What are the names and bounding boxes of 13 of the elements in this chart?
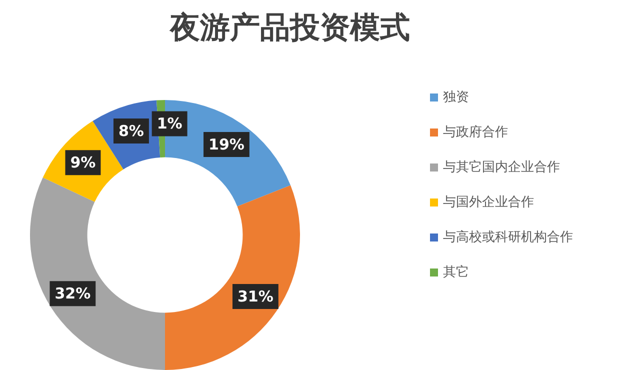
- legend-label: 与国外企业合作: [443, 195, 534, 210]
- data-label: 31%: [237, 287, 274, 306]
- chart-title: 夜游产品投资模式: [169, 10, 410, 46]
- data-label: 32%: [54, 284, 91, 303]
- legend-label: 独资: [443, 90, 469, 105]
- data-label: 19%: [208, 136, 244, 154]
- data-label: 9%: [70, 154, 96, 172]
- legend-label: 其它: [443, 264, 469, 280]
- legend-label: 与政府合作: [443, 124, 508, 140]
- legend-label: 与其它国内企业合作: [443, 159, 560, 175]
- data-label: 1%: [156, 114, 182, 133]
- data-label: 8%: [118, 122, 144, 140]
- legend-label: 与高校或科研机构合作: [443, 229, 573, 245]
